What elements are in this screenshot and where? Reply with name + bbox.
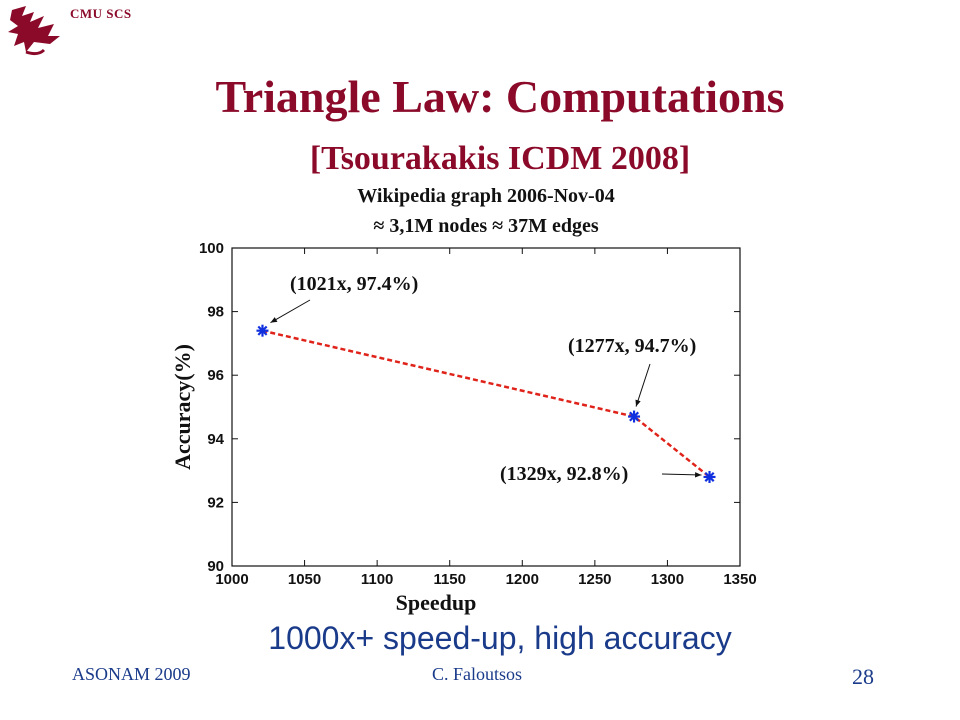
slide-caption: 1000x+ speed-up, high accuracy	[268, 620, 732, 656]
x-tick-label: 1000	[215, 571, 248, 588]
y-tick-label: 100	[199, 240, 224, 257]
slide-title: Triangle Law: Computations	[215, 71, 785, 122]
chart-svg: Wikipedia graph 2006-Nov-04 ≈ 3,1M nodes …	[170, 185, 757, 615]
footer-author: C. Faloutsos	[432, 664, 523, 684]
chart-subtitle: ≈ 3,1M nodes ≈ 37M edges	[373, 215, 598, 237]
point-annotation: (1277x, 94.7%)	[568, 335, 696, 357]
data-point	[628, 410, 641, 423]
chart-title: Wikipedia graph 2006-Nov-04	[357, 185, 614, 207]
y-tick-label: 98	[207, 304, 224, 321]
annotation-arrow	[661, 473, 702, 476]
y-tick-label: 94	[207, 431, 224, 448]
x-tick-label: 1350	[723, 571, 756, 588]
dragon-icon	[8, 6, 60, 56]
y-tick-label: 92	[207, 494, 224, 511]
point-annotation: (1329x, 92.8%)	[500, 463, 628, 485]
x-tick-label: 1200	[506, 571, 539, 588]
data-point	[703, 470, 716, 483]
x-tick-label: 1150	[433, 571, 466, 588]
plot-area	[231, 247, 741, 567]
chart: Wikipedia graph 2006-Nov-04 ≈ 3,1M nodes …	[150, 178, 790, 618]
x-tick-label: 1100	[361, 571, 394, 588]
x-axis-label: Speedup	[396, 590, 477, 615]
data-point	[256, 324, 269, 337]
y-tick-label: 90	[207, 558, 224, 575]
annotation-arrowhead	[635, 399, 641, 407]
y-axis-label: Accuracy(%)	[170, 344, 195, 470]
x-tick-label: 1250	[578, 571, 611, 588]
y-tick-label: 96	[207, 367, 224, 384]
point-annotation: (1021x, 97.4%)	[290, 273, 418, 295]
annotation-arrowhead	[695, 472, 702, 478]
annotation-arrowhead	[270, 317, 278, 323]
footer-venue: ASONAM 2009	[72, 664, 191, 684]
x-tick-label: 1050	[288, 571, 321, 588]
annotation-arrow	[270, 299, 311, 324]
annotation-arrow	[635, 363, 651, 407]
slide-subtitle: [Tsourakakis ICDM 2008]	[309, 140, 691, 177]
page-number: 28	[852, 664, 874, 689]
x-tick-label: 1300	[651, 571, 684, 588]
header-label: CMU SCS	[70, 6, 132, 21]
